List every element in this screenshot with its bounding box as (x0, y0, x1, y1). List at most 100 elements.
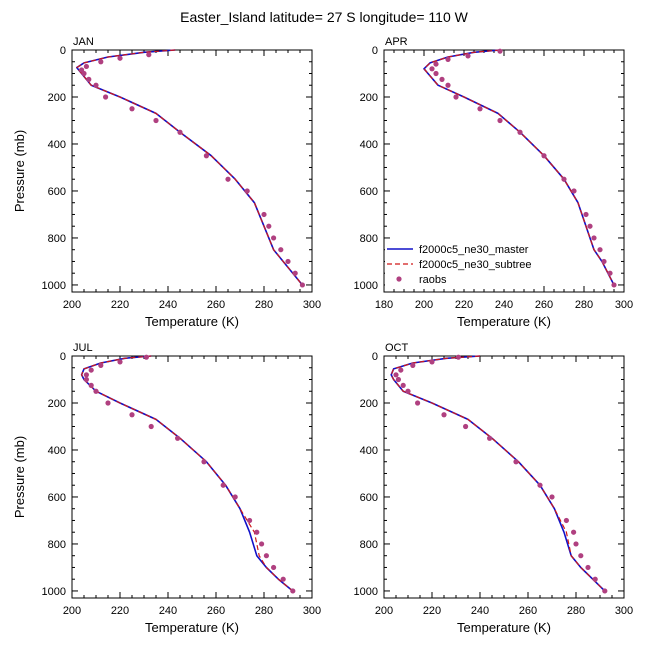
raobs-point (143, 354, 149, 360)
raobs-point (433, 70, 439, 77)
raobs-point (395, 376, 401, 383)
raobs-point (592, 576, 598, 582)
raobs-point (98, 362, 104, 368)
raobs-point (225, 176, 231, 182)
panel-label: JAN (73, 36, 94, 48)
raobs-point (88, 367, 94, 373)
raobs-point (290, 588, 296, 594)
raobs-point (439, 76, 445, 82)
raobs-point (232, 494, 238, 500)
subtree-line (423, 49, 615, 286)
x-tick-label: 200 (375, 605, 393, 617)
raobs-point (93, 388, 99, 394)
panel-label: JUL (73, 342, 93, 354)
raobs-point (81, 70, 87, 77)
y-tick-label: 0 (372, 45, 378, 57)
master-line (76, 49, 304, 286)
raobs-point (271, 564, 277, 571)
raobs-point (299, 282, 305, 288)
raobs-point (400, 382, 406, 388)
raobs-point (398, 367, 404, 373)
y-tick-label: 0 (372, 351, 378, 363)
x-tick-label: 300 (615, 299, 633, 311)
raobs-point (93, 82, 99, 88)
legend-raobs-marker (396, 276, 402, 282)
legend-label: f2000c5_ne30_master (419, 244, 529, 256)
y-tick-label: 400 (48, 139, 66, 151)
raobs-point (487, 435, 493, 441)
x-tick-label: 260 (519, 605, 537, 617)
raobs-point (410, 362, 416, 368)
x-tick-label: 260 (535, 299, 553, 311)
raobs-point (587, 223, 593, 229)
y-axis-label: Pressure (mb) (12, 436, 27, 518)
subtree-line (76, 49, 303, 286)
raobs-point (578, 553, 584, 559)
raobs-point (549, 494, 555, 500)
raobs-point (477, 106, 483, 112)
raobs-point (517, 129, 523, 135)
raobs-point (497, 117, 503, 124)
panel-oct: OCT 200 220 240 260 280 300 0 200 400 600 800 1000 Te… (354, 342, 634, 635)
plot-frame (383, 355, 625, 599)
raobs-point (117, 359, 123, 365)
panel-label: APR (385, 36, 408, 48)
raobs-point (153, 117, 159, 124)
master-line (390, 355, 606, 592)
x-tick-label: 300 (303, 299, 321, 311)
raobs-point (583, 211, 589, 218)
x-axis-label: Temperature (K) (457, 620, 551, 635)
raobs-point (561, 176, 567, 182)
legend-label: raobs (419, 274, 447, 286)
raobs-point (602, 588, 608, 594)
x-tick-label: 300 (303, 605, 321, 617)
y-tick-label: 600 (48, 186, 66, 198)
y-tick-label: 800 (48, 539, 66, 551)
y-tick-label: 800 (360, 539, 378, 551)
raobs-point (146, 52, 152, 58)
y-tick-label: 200 (48, 398, 66, 410)
raobs-point (441, 412, 447, 418)
raobs-point (563, 517, 570, 524)
raobs-point (259, 541, 265, 547)
raobs-point (415, 400, 421, 406)
x-axis-label: Temperature (K) (145, 314, 239, 329)
x-tick-label: 200 (63, 299, 81, 311)
raobs-point (280, 576, 286, 582)
x-tick-label: 240 (471, 605, 489, 617)
subtree-line (390, 355, 606, 592)
panels: JAN 200 220 240 260 280 300 0 200 400 600 800 1000 Te… (12, 36, 633, 635)
raobs-point (285, 258, 291, 265)
raobs-point (254, 529, 260, 535)
figure-title: Easter_Island latitude= 27 S longitude= … (180, 9, 468, 25)
y-tick-label: 400 (360, 139, 378, 151)
raobs-point (453, 94, 459, 100)
x-tick-label: 280 (255, 299, 273, 311)
raobs-point (585, 564, 591, 571)
y-tick-label: 600 (360, 492, 378, 504)
master-line (80, 355, 294, 592)
x-tick-label: 260 (207, 605, 225, 617)
panel-jan: JAN 200 220 240 260 280 300 0 200 400 600 800 1000 Te… (12, 36, 321, 329)
y-tick-label: 200 (48, 92, 66, 104)
x-tick-label: 240 (495, 299, 513, 311)
x-axis-label: Temperature (K) (457, 314, 551, 329)
panel-jul: JUL 200 220 240 260 280 300 0 200 400 600 800 1000 Te… (12, 342, 321, 635)
plot-frame (71, 49, 313, 293)
raobs-point (220, 482, 226, 488)
x-tick-label: 300 (615, 605, 633, 617)
raobs-point (541, 153, 547, 159)
x-tick-label: 200 (63, 605, 81, 617)
raobs-point (513, 459, 519, 465)
raobs-point (433, 61, 439, 67)
legend-label: f2000c5_ne30_subtree (419, 259, 532, 271)
raobs-point (597, 247, 603, 253)
raobs-point (405, 388, 411, 394)
raobs-point (591, 235, 597, 241)
raobs-point (445, 82, 451, 88)
raobs-point (465, 53, 471, 59)
x-tick-label: 240 (159, 605, 177, 617)
raobs-point (105, 400, 111, 406)
y-tick-label: 0 (60, 45, 66, 57)
